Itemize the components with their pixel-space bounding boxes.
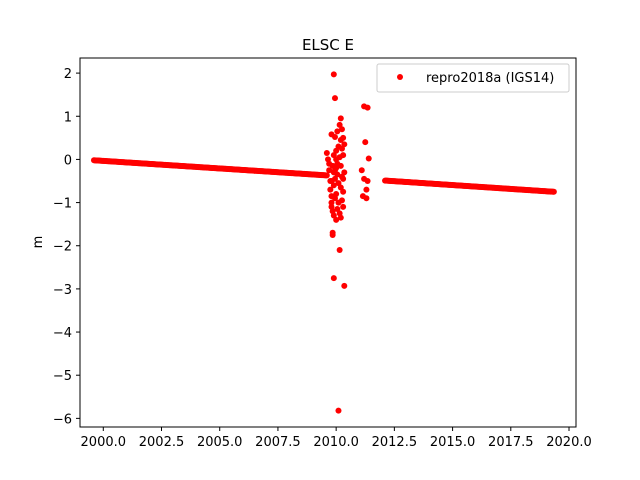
- x-tick-label: 2015.0: [430, 435, 476, 450]
- x-tick-label: 2012.5: [372, 435, 418, 450]
- legend: repro2018a (IGS14): [376, 63, 570, 93]
- plot-area: [90, 71, 557, 414]
- data-point: [331, 133, 338, 140]
- data-point: [335, 407, 342, 414]
- data-point: [331, 167, 338, 174]
- y-tick-label: −1: [53, 197, 72, 212]
- legend-label: repro2018a (IGS14): [426, 71, 554, 86]
- legend-marker: [397, 74, 403, 80]
- data-point: [341, 169, 348, 176]
- data-point: [328, 199, 335, 206]
- y-tick-label: −3: [53, 283, 72, 298]
- data-point: [330, 71, 337, 78]
- data-point: [363, 186, 370, 193]
- data-point: [338, 126, 345, 133]
- data-point: [338, 197, 345, 204]
- data-point: [327, 186, 334, 193]
- legend-box: [376, 63, 570, 93]
- y-tick-label: −2: [53, 240, 72, 255]
- data-point: [364, 104, 371, 111]
- x-tick-label: 2000.0: [81, 435, 127, 450]
- plot-frame: [79, 57, 577, 428]
- data-point: [341, 141, 348, 148]
- y-axis-label: m: [31, 236, 46, 249]
- data-point: [326, 167, 333, 174]
- data-point: [328, 178, 335, 184]
- y-tick-label: 2: [64, 67, 72, 82]
- data-point: [364, 178, 371, 184]
- data-point: [340, 203, 347, 210]
- data-point: [362, 139, 369, 146]
- data-point: [358, 167, 365, 174]
- chart-title: ELSC E: [302, 36, 354, 54]
- y-tick-label: −5: [53, 369, 72, 384]
- data-point: [334, 128, 341, 135]
- y-tick-label: −4: [53, 326, 72, 341]
- data-point: [323, 172, 330, 179]
- axis-ticks: 2000.0 2002.5 2005.0 2007.5 2010.0 2012.5 2015…: [53, 67, 592, 450]
- data-point: [340, 188, 347, 195]
- data-point: [331, 95, 338, 102]
- x-tick-label: 2010.0: [313, 435, 359, 450]
- data-point: [340, 152, 347, 159]
- data-point: [336, 247, 343, 254]
- data-point: [333, 190, 340, 197]
- data-point: [337, 115, 344, 122]
- x-tick-label: 2017.5: [488, 435, 534, 450]
- x-tick-label: 2007.5: [255, 435, 301, 450]
- data-point: [337, 162, 344, 169]
- data-point: [341, 282, 348, 289]
- data-point: [329, 231, 336, 238]
- y-tick-label: −6: [53, 412, 72, 427]
- data-point: [323, 149, 330, 156]
- y-tick-label: 1: [64, 110, 72, 125]
- data-point: [363, 195, 370, 202]
- y-tick-label: 0: [64, 153, 72, 168]
- data-point: [340, 134, 347, 141]
- x-tick-label: 2005.0: [197, 435, 243, 450]
- data-point: [330, 275, 337, 282]
- x-tick-label: 2002.5: [139, 435, 185, 450]
- data-point: [337, 214, 344, 221]
- data-point: [333, 216, 340, 223]
- data-point: [550, 188, 557, 195]
- x-tick-label: 2020.0: [546, 435, 592, 450]
- data-point: [365, 155, 372, 162]
- data-point: [340, 175, 347, 182]
